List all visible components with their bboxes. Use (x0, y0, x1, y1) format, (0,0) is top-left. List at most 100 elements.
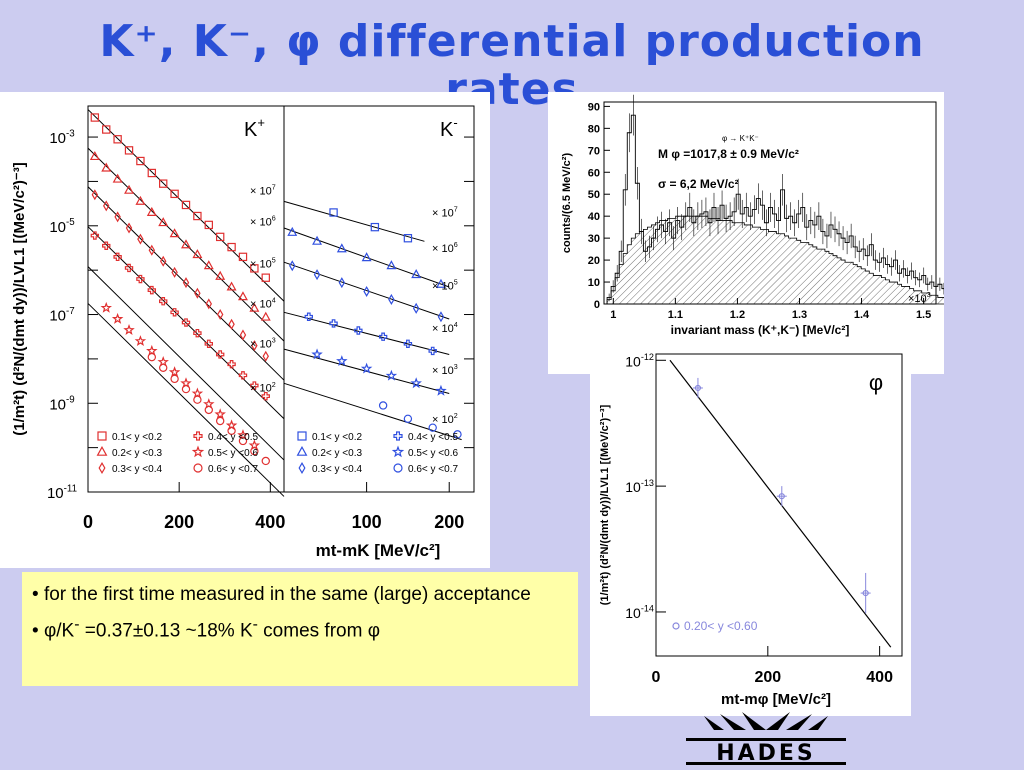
data-point (114, 211, 121, 223)
data-point (453, 430, 462, 439)
legend-label: 0.20< y <0.60 (684, 619, 758, 633)
data-point (262, 350, 269, 362)
y-tick-label: 10-11 (47, 483, 77, 502)
series-circle (378, 401, 462, 439)
fit-line (283, 200, 425, 242)
x-tick-label: 1.1 (668, 309, 683, 321)
scale-label: × 107 (432, 206, 458, 220)
data-point (159, 297, 168, 306)
data-point (250, 446, 259, 456)
invariant-mass-chart: 0 10 20 30 40 50 60 70 80 90 1 1.1 1.2 1.3 1.4 1.5 ×103 i… (561, 94, 944, 337)
data-point (437, 311, 445, 323)
scale-label: × 104 (250, 296, 276, 310)
data-point (194, 287, 201, 299)
data-point (312, 235, 323, 245)
fit-line (87, 303, 285, 497)
data-point (135, 195, 146, 205)
data-point (336, 355, 348, 367)
x-tick-label: 1.4 (854, 309, 870, 321)
data-point (159, 179, 168, 188)
data-point (113, 135, 122, 144)
plot-frame (603, 101, 937, 305)
legend-marker (393, 463, 403, 473)
note-text-2c: comes from φ (257, 619, 381, 641)
data-point (778, 493, 785, 500)
data-point (287, 226, 298, 236)
kaon-spectra-panel: 10-3 10-5 10-7 10-9 10-11 0 200 400 100 200 × 107 ×… (0, 92, 490, 568)
data-point (428, 346, 437, 356)
data-point (862, 589, 869, 597)
data-point (338, 277, 346, 289)
data-point (204, 220, 213, 230)
data-point (403, 234, 413, 243)
data-point (289, 260, 296, 272)
x-tick-label: 1.5 (916, 309, 931, 321)
data-point (146, 206, 157, 216)
panel-label-phi: φ (869, 370, 883, 395)
fit-line (87, 147, 285, 342)
y-tick-label: 60 (588, 167, 600, 179)
scale-label: × 107 (250, 183, 276, 197)
data-point (124, 263, 134, 273)
decay-annotation: φ → K⁺K⁻ (722, 134, 759, 143)
data-point (311, 348, 323, 360)
fit-line (669, 359, 892, 648)
data-point (386, 260, 397, 270)
x-tick-label: 1.3 (792, 309, 807, 321)
series-diamond (289, 260, 445, 323)
note-text-2a: φ/K (43, 619, 75, 641)
data-point (136, 274, 145, 284)
fit-line (87, 266, 285, 461)
data-point (215, 350, 225, 359)
bullet-symbol: • (32, 584, 39, 605)
data-point (214, 408, 226, 420)
legend-marker (193, 463, 203, 473)
legend-marker (193, 431, 203, 441)
y-tick-label: 10-14 (625, 604, 654, 621)
data-point (136, 156, 145, 166)
data-point (226, 281, 237, 291)
data-point (124, 146, 134, 155)
x-tick-label: 1.2 (730, 309, 745, 321)
series-cross (90, 231, 270, 401)
data-point (238, 436, 248, 446)
data-point (193, 211, 202, 221)
scale-label: × 104 (432, 321, 458, 335)
y-tick-label: 0 (594, 299, 600, 311)
y-tick-label: 50 (588, 189, 600, 201)
legend-marker (393, 431, 403, 441)
y-tick-label: 10-3 (49, 128, 74, 147)
data-point (411, 269, 422, 279)
bullet-symbol: • (32, 619, 39, 641)
data-point (103, 200, 110, 212)
legend-label: 0.2< y <0.3 (312, 448, 362, 459)
data-point (124, 184, 134, 194)
data-point (388, 293, 395, 305)
phi-spectrum-panel: 10-12 10-13 10-14 0 200 400 0.20< y <0.60 φ mt-m… (590, 346, 911, 716)
data-point (216, 309, 224, 321)
y-tick-label: 10-12 (625, 352, 654, 369)
legend-label: 0.4< y <0.5 (208, 432, 258, 443)
scale-label: × 106 (432, 241, 458, 255)
scale-label: × 105 (250, 257, 276, 271)
scale-label: × 106 (250, 214, 276, 228)
legend-marker (391, 445, 405, 458)
y-tick-label: 80 (588, 123, 600, 135)
data-point (238, 252, 248, 262)
x-tick-label: 0 (652, 669, 661, 686)
y-tick-label: 20 (588, 255, 600, 267)
data-point (102, 125, 111, 134)
data-point (403, 339, 413, 349)
data-point (91, 189, 99, 201)
data-point (227, 426, 236, 435)
y-tick-label: 10-7 (49, 306, 74, 325)
data-point (205, 298, 213, 310)
mass-annotation: M φ =1017,8 ± 0.9 MeV/c² (658, 147, 799, 161)
y-tick-label: 90 (588, 101, 600, 113)
hades-logo: HADES (684, 712, 848, 766)
legend-marker (297, 431, 307, 441)
slide-title: K⁺, K⁻, φ differential production rates (0, 17, 1024, 115)
data-point (435, 384, 447, 396)
data-point (123, 324, 135, 335)
data-point (100, 301, 112, 313)
